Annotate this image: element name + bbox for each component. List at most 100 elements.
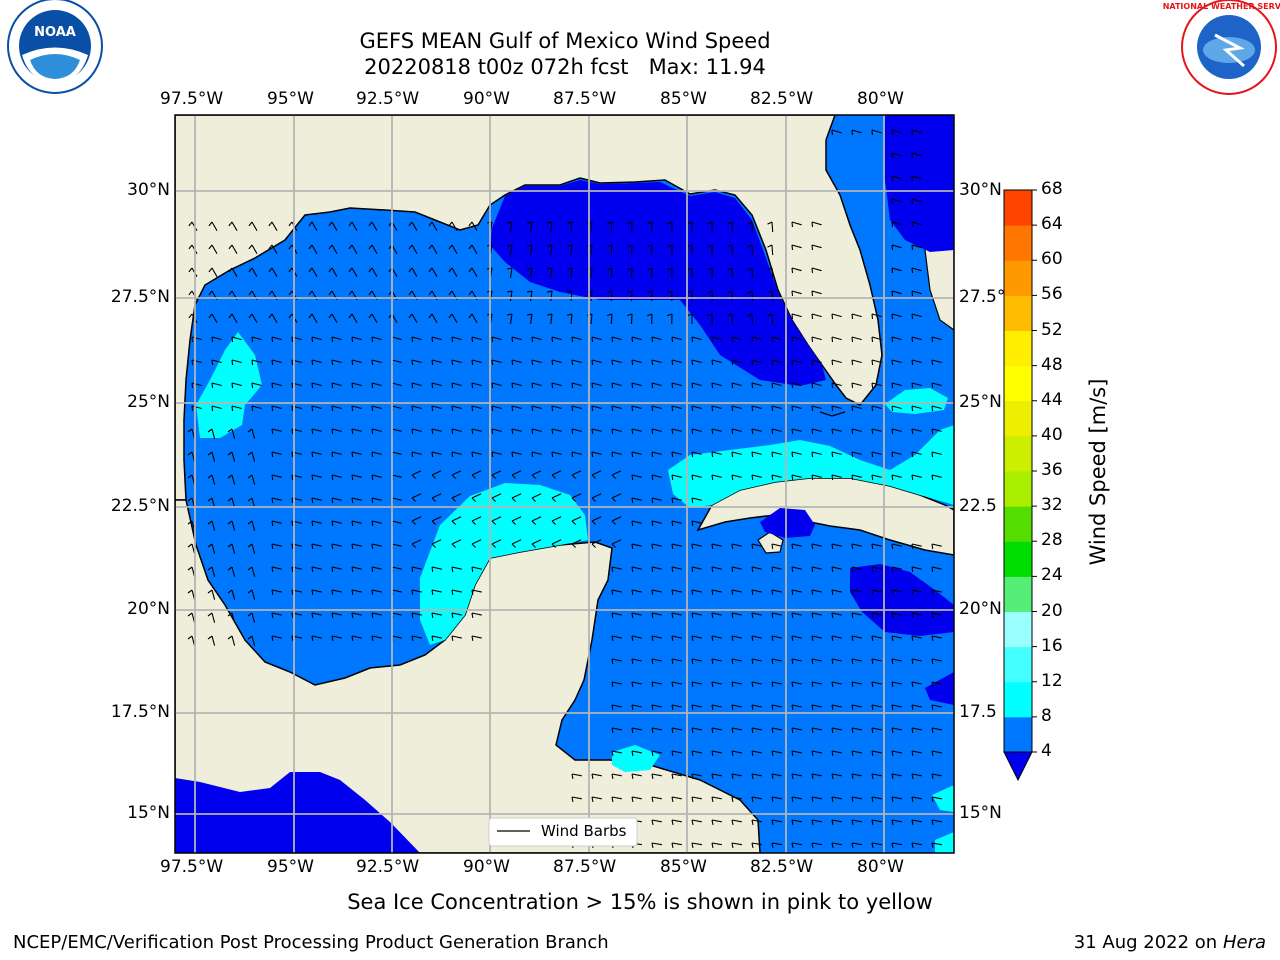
wind-barb-flag (851, 313, 854, 320)
wind-barb-flag (471, 359, 474, 366)
wind-barb-flag (631, 405, 634, 412)
wind-barb-flag (371, 612, 374, 618)
wind-barb-flag (911, 727, 914, 733)
wind-barb-flag (268, 221, 273, 227)
wind-barb-flag (651, 497, 654, 504)
wind-barb (891, 543, 902, 547)
wind-barb-flag (531, 336, 534, 343)
wind-barb (711, 773, 722, 777)
wind-barb-flag (291, 382, 294, 389)
wind-barb-flag (711, 819, 714, 826)
wind-barb-flag (428, 244, 433, 250)
wind-barb (671, 612, 682, 616)
wind-barb-flag (731, 704, 734, 710)
wind-barb-flag (651, 451, 654, 458)
wind-barb (631, 543, 642, 547)
wind-barb-flag (791, 221, 794, 228)
wind-barb (791, 267, 802, 272)
wind-barb (531, 539, 542, 545)
wind-barb (851, 819, 862, 823)
lat-tick-right: 30°N (959, 180, 1002, 200)
wind-barb (931, 474, 942, 478)
wind-barb (711, 842, 722, 846)
lon-tick-top: 92.5°W (356, 89, 420, 109)
noaa-logo: NOAA (7, 0, 103, 94)
wind-barb (331, 520, 342, 524)
wind-barb-flag (731, 796, 734, 802)
wind-barb-flag (247, 497, 253, 502)
wind-barb (731, 428, 742, 432)
wind-barb (911, 842, 922, 846)
wind-barb-flag (911, 474, 914, 481)
wind-barb-flag (911, 704, 914, 710)
wind-barb-flag (471, 635, 474, 641)
wind-barb (391, 474, 402, 478)
wind-barb (891, 842, 902, 846)
wind-barb-flag (671, 658, 674, 664)
wind-barb (471, 566, 482, 570)
wind-barb (851, 704, 862, 708)
wind-barb-flag (791, 796, 794, 802)
wind-barb-flag (711, 428, 714, 435)
wind-barb (590, 290, 593, 302)
wind-barb (771, 244, 774, 256)
wind-barb (610, 313, 613, 325)
wind-barb (351, 497, 362, 501)
wind-barb-flag (531, 359, 534, 366)
wind-barb-flag (871, 704, 874, 710)
wind-barb (671, 405, 682, 410)
wind-barb (211, 382, 222, 387)
wind-barb-flag (611, 796, 614, 802)
wind-barb-flag (247, 428, 253, 433)
wind-barb (591, 359, 602, 364)
wind-barb (791, 842, 802, 846)
wind-barb-flag (671, 750, 674, 756)
wind-barb-flag (711, 704, 714, 710)
wind-barb-flag (931, 428, 934, 435)
wind-barb-flag (831, 313, 834, 320)
wind-barb-flag (351, 635, 354, 641)
wind-barb (550, 244, 553, 255)
wind-barb (831, 336, 842, 341)
wind-barb (251, 382, 262, 387)
wind-barb (351, 267, 358, 277)
wind-barb-flag (727, 313, 733, 317)
wind-barb (651, 635, 662, 639)
wind-barb (231, 313, 238, 323)
wind-barb-flag (791, 612, 794, 618)
wind-barb (751, 658, 762, 662)
wind-barb (630, 313, 633, 325)
wind-barb-flag (431, 474, 436, 479)
wind-barb-flag (627, 267, 633, 271)
wind-barb-flag (228, 221, 233, 227)
wind-barb-flag (271, 566, 274, 572)
wind-barb (551, 451, 562, 455)
wind-barb-flag (247, 451, 253, 456)
lon-tick-bottom: 97.5°W (160, 857, 224, 877)
wind-barb (811, 290, 822, 295)
wind-barb-flag (408, 290, 413, 296)
wind-barb-flag (448, 221, 453, 227)
map-plot (175, 115, 954, 853)
wind-barb (431, 516, 442, 522)
wind-barb (331, 543, 342, 547)
wind-barb-flag (731, 359, 734, 366)
wind-barb (311, 589, 322, 593)
wind-barb-flag (328, 313, 333, 319)
wind-barb (331, 451, 342, 455)
wind-barb-flag (711, 750, 714, 756)
wind-barb-flag (891, 405, 894, 412)
wind-barb-flag (371, 543, 374, 549)
wind-barb (711, 543, 722, 547)
wind-barb (331, 589, 342, 593)
wind-barb-flag (491, 474, 496, 479)
wind-barb-flag (727, 267, 733, 271)
wind-barb (791, 336, 802, 341)
wind-barb-flag (771, 842, 774, 849)
wind-barb (791, 589, 802, 593)
wind-barb-flag (526, 267, 533, 270)
wind-barb (571, 796, 582, 800)
wind-barb (691, 451, 702, 455)
wind-barb (911, 658, 922, 662)
wind-barb-flag (791, 382, 794, 389)
